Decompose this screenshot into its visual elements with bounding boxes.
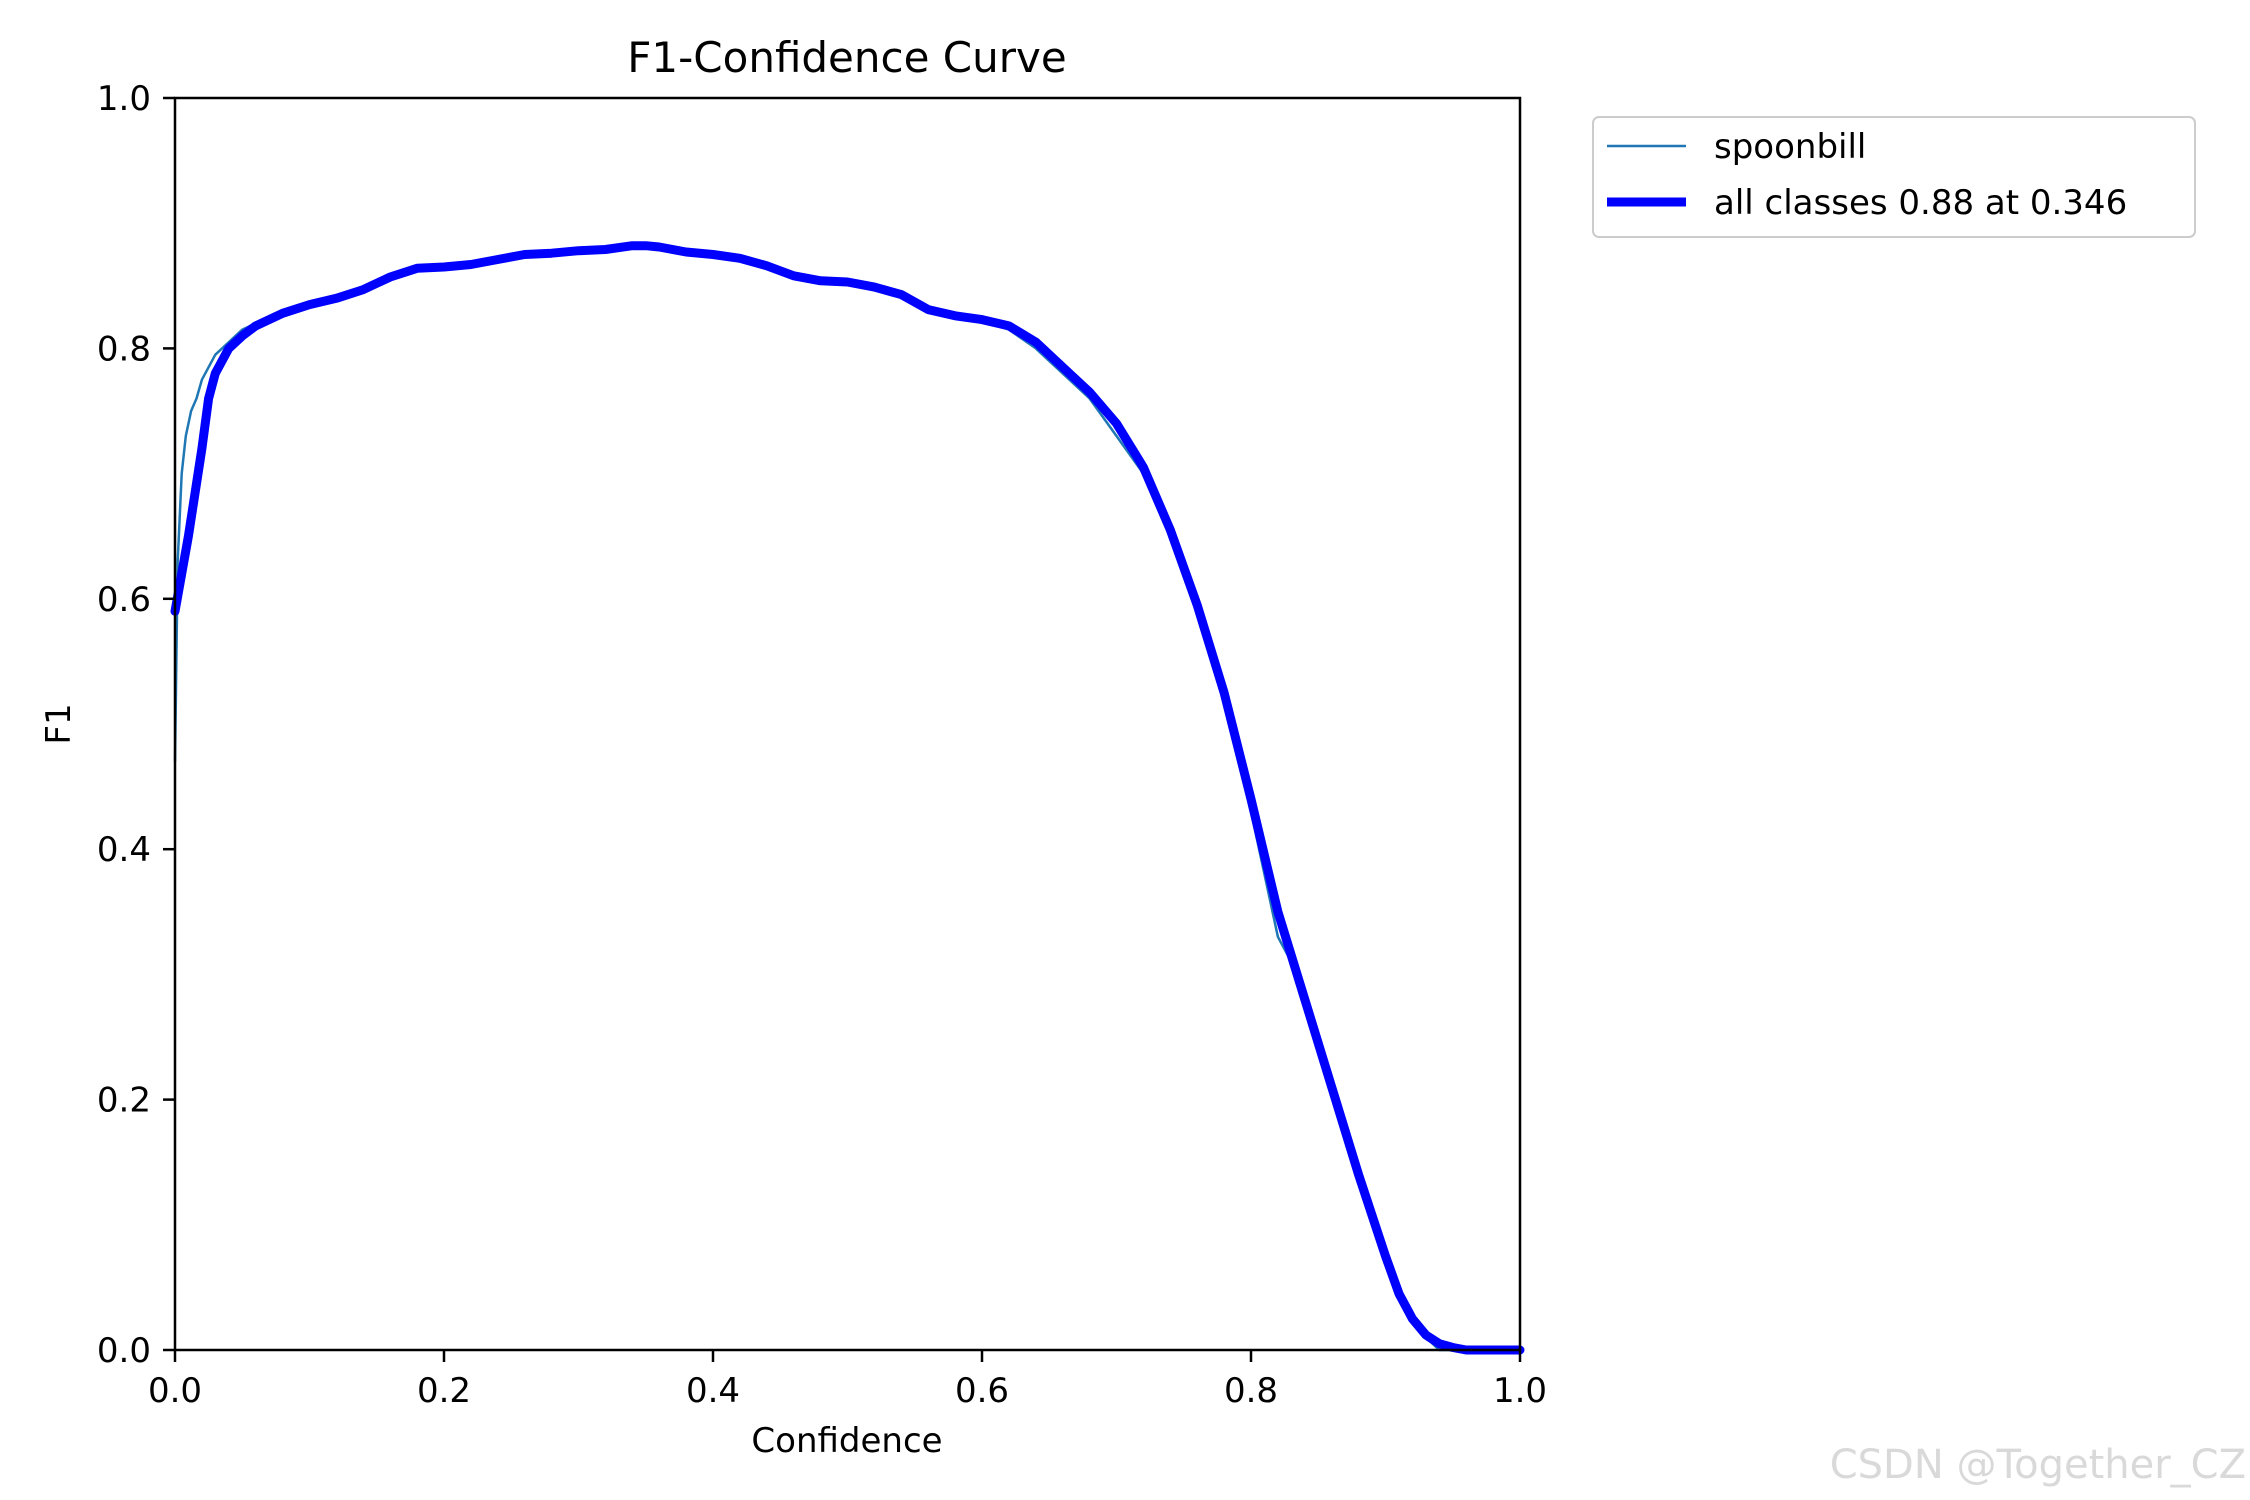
- watermark: CSDN @Together_CZ: [1829, 1442, 2246, 1488]
- y-tick-label: 0.4: [97, 830, 151, 870]
- y-tick-label: 0.8: [97, 329, 151, 369]
- y-tick-label: 1.0: [97, 79, 151, 119]
- y-tick-label: 0.6: [97, 580, 151, 620]
- legend-label-all-classes: all classes 0.88 at 0.346: [1714, 183, 2127, 223]
- x-tick-label: 0.8: [1224, 1371, 1278, 1411]
- axes-frame: [173, 96, 1522, 1352]
- x-axis-label: Confidence: [751, 1421, 942, 1461]
- x-tick-label: 0.2: [417, 1371, 471, 1411]
- x-axis: 0.0 0.2 0.4 0.6 0.8 1.0: [148, 1350, 1547, 1411]
- series-line-all-classes: [170, 241, 1525, 1355]
- x-tick-label: 0.6: [955, 1371, 1009, 1411]
- legend: spoonbill all classes 0.88 at 0.346: [1592, 116, 2196, 238]
- y-tick-label: 0.2: [97, 1081, 151, 1121]
- x-tick-label: 1.0: [1493, 1371, 1547, 1411]
- x-tick-label: 0.4: [686, 1371, 740, 1411]
- y-tick-label: 0.0: [97, 1331, 151, 1371]
- chart-title: F1-Confidence Curve: [627, 33, 1066, 82]
- legend-frame: [1592, 116, 2196, 238]
- plot-area: [170, 241, 1525, 1355]
- y-axis: 0.0 0.2 0.4 0.6 0.8 1.0: [97, 79, 175, 1371]
- legend-label-spoonbill: spoonbill: [1714, 127, 1866, 167]
- y-axis-label: F1: [39, 703, 79, 744]
- x-tick-label: 0.0: [148, 1371, 202, 1411]
